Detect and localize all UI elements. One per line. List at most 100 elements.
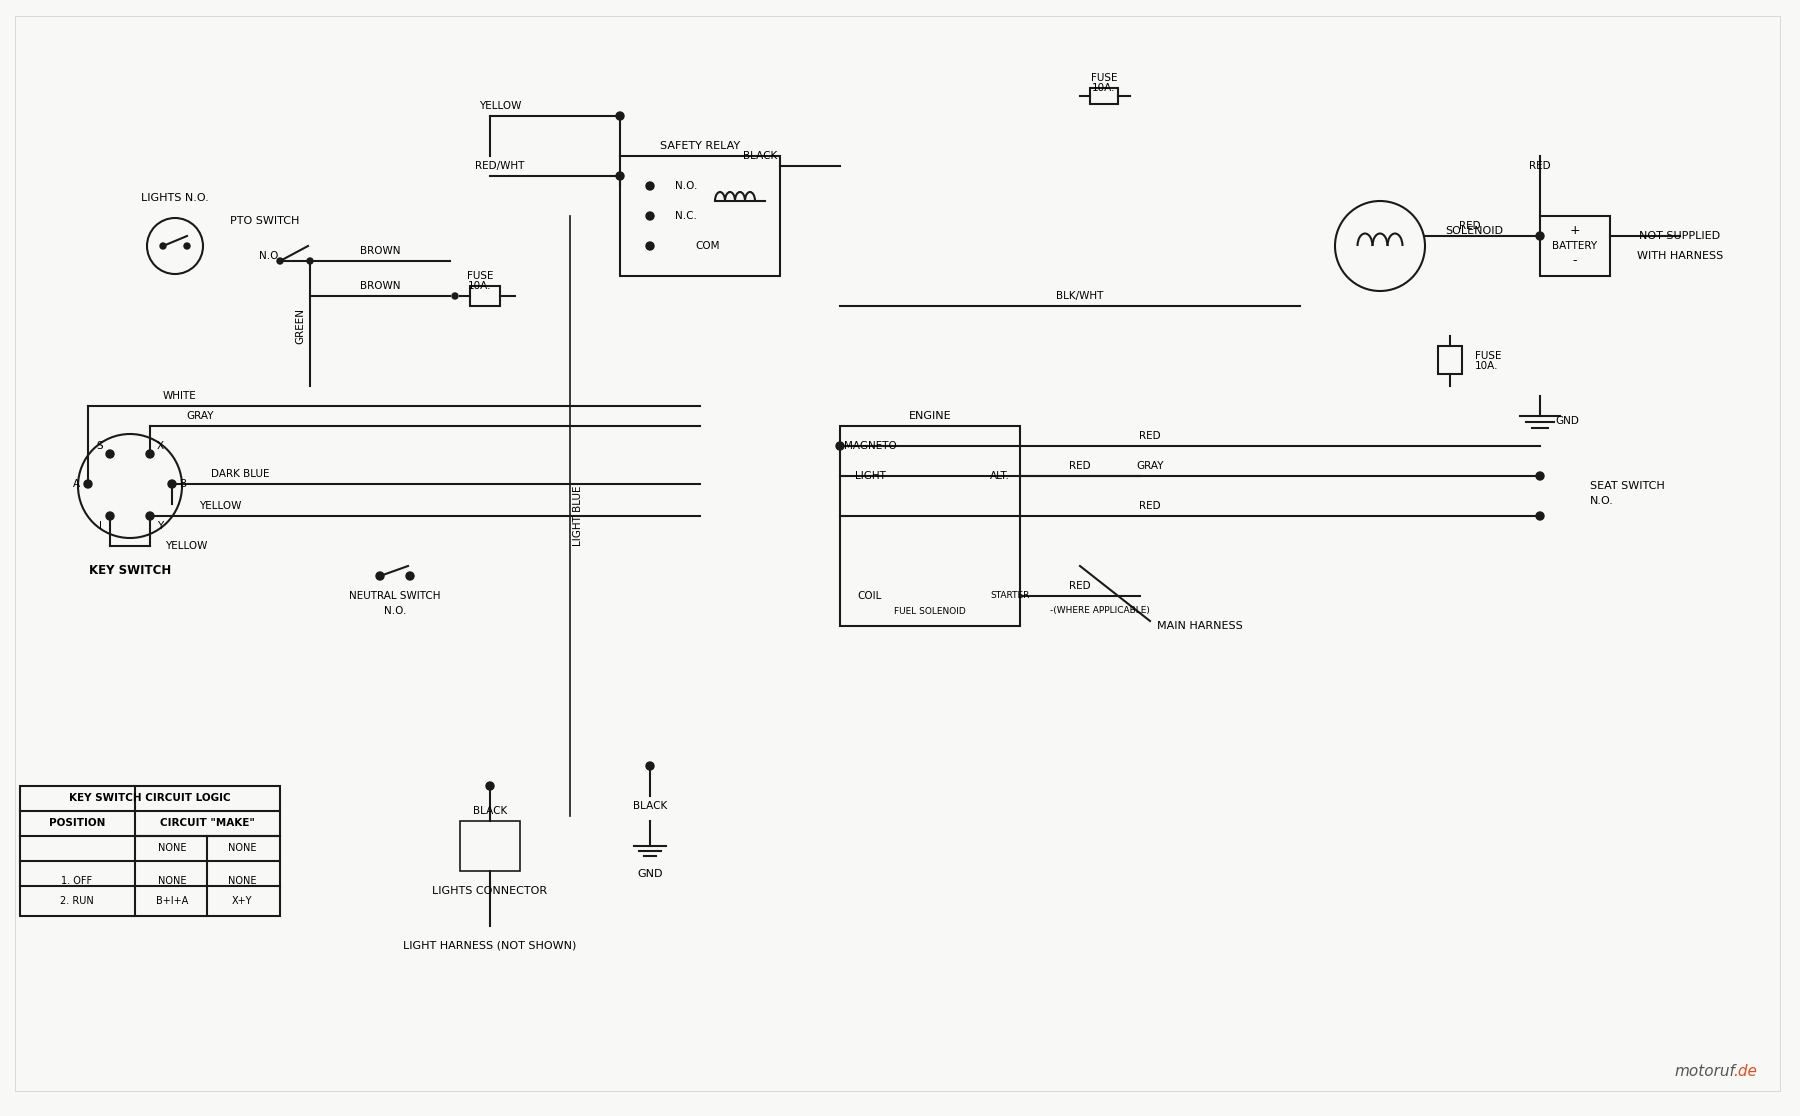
Text: 2. RUN: 2. RUN xyxy=(59,896,94,906)
Text: .de: .de xyxy=(1733,1064,1757,1078)
Text: LIGHT: LIGHT xyxy=(855,471,886,481)
Text: YELLOW: YELLOW xyxy=(166,541,207,551)
Text: FUEL SOLENOID: FUEL SOLENOID xyxy=(895,606,967,616)
Text: N.O.: N.O. xyxy=(675,181,697,191)
Text: GND: GND xyxy=(637,869,662,879)
Circle shape xyxy=(486,782,493,790)
Text: B+I+A: B+I+A xyxy=(157,896,189,906)
Text: DARK BLUE: DARK BLUE xyxy=(211,469,270,479)
Text: BATTERY: BATTERY xyxy=(1552,241,1598,251)
Text: +: + xyxy=(1570,224,1580,238)
Circle shape xyxy=(184,243,191,249)
Text: X+Y: X+Y xyxy=(232,896,252,906)
Text: LIGHTS N.O.: LIGHTS N.O. xyxy=(140,193,209,203)
Text: PTO SWITCH: PTO SWITCH xyxy=(230,217,299,227)
Text: SEAT SWITCH: SEAT SWITCH xyxy=(1589,481,1665,491)
Text: RED/WHT: RED/WHT xyxy=(475,161,524,171)
Circle shape xyxy=(106,450,113,458)
Text: LIGHT HARNESS (NOT SHOWN): LIGHT HARNESS (NOT SHOWN) xyxy=(403,941,576,951)
Text: NONE: NONE xyxy=(229,876,256,886)
Text: RED: RED xyxy=(1530,161,1552,171)
Text: GREEN: GREEN xyxy=(295,308,304,344)
Circle shape xyxy=(452,294,457,299)
Text: BROWN: BROWN xyxy=(360,246,400,256)
Text: COM: COM xyxy=(695,241,720,251)
Text: NONE: NONE xyxy=(229,843,256,853)
Circle shape xyxy=(146,450,155,458)
Text: FUSE: FUSE xyxy=(1091,73,1118,83)
Text: YELLOW: YELLOW xyxy=(198,501,241,511)
Text: N.O.: N.O. xyxy=(259,251,281,261)
Text: KEY SWITCH CIRCUIT LOGIC: KEY SWITCH CIRCUIT LOGIC xyxy=(68,793,230,804)
Text: NEUTRAL SWITCH: NEUTRAL SWITCH xyxy=(349,591,441,602)
Text: BLK/WHT: BLK/WHT xyxy=(1057,291,1103,301)
Bar xyxy=(461,821,520,870)
Text: S: S xyxy=(97,441,103,451)
Text: A: A xyxy=(72,479,79,489)
Text: -(WHERE APPLICABLE): -(WHERE APPLICABLE) xyxy=(1049,606,1150,616)
Circle shape xyxy=(85,480,92,488)
Text: BLACK: BLACK xyxy=(743,151,778,161)
Circle shape xyxy=(160,243,166,249)
Text: NONE: NONE xyxy=(158,843,185,853)
Text: MAGNETO: MAGNETO xyxy=(844,441,896,451)
Bar xyxy=(470,286,500,306)
Text: I: I xyxy=(99,521,101,531)
Circle shape xyxy=(1535,232,1544,240)
Circle shape xyxy=(407,573,414,580)
Text: MAIN HARNESS: MAIN HARNESS xyxy=(1157,620,1242,631)
Text: Y: Y xyxy=(157,521,164,531)
Circle shape xyxy=(106,512,113,520)
Text: ENGINE: ENGINE xyxy=(909,411,952,421)
Circle shape xyxy=(646,762,653,770)
Text: RED: RED xyxy=(1069,581,1091,591)
Text: GRAY: GRAY xyxy=(1136,461,1165,471)
Text: BLACK: BLACK xyxy=(473,806,508,816)
Text: LIGHTS CONNECTOR: LIGHTS CONNECTOR xyxy=(432,886,547,896)
Circle shape xyxy=(308,258,313,264)
Text: NOT SUPPLIED: NOT SUPPLIED xyxy=(1640,231,1721,241)
Circle shape xyxy=(616,172,625,180)
Bar xyxy=(619,156,779,276)
Text: LIGHT BLUE: LIGHT BLUE xyxy=(572,485,583,546)
Text: SOLENOID: SOLENOID xyxy=(1445,227,1503,235)
Text: YELLOW: YELLOW xyxy=(479,102,522,110)
Circle shape xyxy=(835,442,844,450)
Text: WHITE: WHITE xyxy=(164,391,196,401)
Text: CIRCUIT "MAKE": CIRCUIT "MAKE" xyxy=(160,818,254,828)
Text: -: - xyxy=(1573,254,1577,268)
Text: NONE: NONE xyxy=(158,876,185,886)
Circle shape xyxy=(646,182,653,190)
Text: BROWN: BROWN xyxy=(360,281,400,291)
Circle shape xyxy=(277,258,283,264)
Text: GND: GND xyxy=(1555,416,1579,426)
Text: N.C.: N.C. xyxy=(675,211,697,221)
Bar xyxy=(1091,88,1118,104)
Text: FUSE: FUSE xyxy=(466,271,493,281)
Circle shape xyxy=(646,242,653,250)
Text: 10A.: 10A. xyxy=(1093,83,1116,93)
Bar xyxy=(20,786,281,916)
Text: 10A.: 10A. xyxy=(468,281,491,291)
Circle shape xyxy=(646,212,653,220)
Circle shape xyxy=(1535,512,1544,520)
Text: 10A.: 10A. xyxy=(1474,360,1498,371)
Text: POSITION: POSITION xyxy=(49,818,104,828)
Circle shape xyxy=(1535,472,1544,480)
Text: WITH HARNESS: WITH HARNESS xyxy=(1636,251,1723,261)
Text: RED: RED xyxy=(1069,461,1091,471)
Text: BLACK: BLACK xyxy=(634,801,668,811)
Text: N.O.: N.O. xyxy=(1589,496,1615,506)
Text: motoruf: motoruf xyxy=(1674,1064,1735,1078)
Text: STARTER: STARTER xyxy=(990,591,1030,600)
Text: RED: RED xyxy=(1139,501,1161,511)
Text: COIL: COIL xyxy=(859,591,882,602)
Text: N.O.: N.O. xyxy=(383,606,407,616)
Text: B: B xyxy=(180,479,187,489)
Text: KEY SWITCH: KEY SWITCH xyxy=(88,565,171,577)
Circle shape xyxy=(616,112,625,121)
Bar xyxy=(1438,346,1462,374)
Bar xyxy=(841,426,1021,626)
Text: SAFETY RELAY: SAFETY RELAY xyxy=(661,141,740,151)
Circle shape xyxy=(167,480,176,488)
